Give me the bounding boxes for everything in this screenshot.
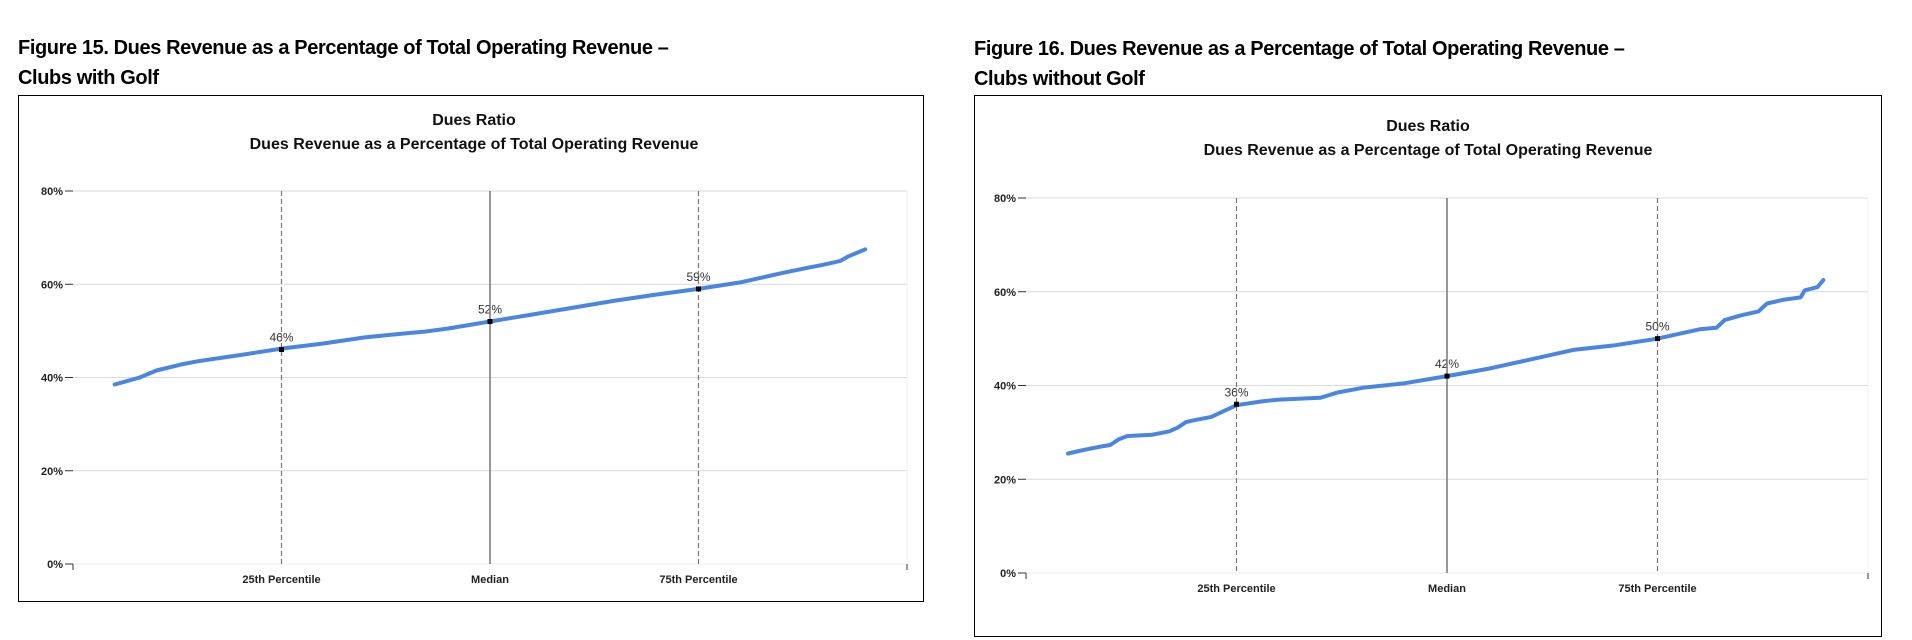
marker-point <box>1655 336 1660 342</box>
y-tick-label: 40% <box>41 373 63 385</box>
y-tick-label: 0% <box>47 559 63 571</box>
x-category-label: 75th Percentile <box>1618 583 1696 595</box>
x-category-label: 25th Percentile <box>1197 583 1275 595</box>
y-tick-label: 80% <box>994 193 1016 205</box>
y-tick-label: 40% <box>994 381 1016 393</box>
marker-point <box>1234 401 1239 407</box>
y-tick-label: 20% <box>41 466 63 478</box>
x-category-label: Median <box>471 574 509 586</box>
chart-frame-figure-15 <box>18 95 924 602</box>
figure-16-heading: Figure 16. Dues Revenue as a Percentage … <box>974 34 1625 94</box>
y-tick-label: 0% <box>1000 568 1016 580</box>
x-category-label: 25th Percentile <box>242 574 320 586</box>
marker-point <box>1444 373 1450 379</box>
x-category-label: 75th Percentile <box>659 574 737 586</box>
heading-line2: Clubs with Golf <box>18 67 159 89</box>
marker-point <box>487 319 493 325</box>
x-category-label: Median <box>1428 583 1466 595</box>
y-tick-label: 80% <box>41 186 63 198</box>
marker-point <box>279 347 284 353</box>
chart-frame-figure-16 <box>974 95 1882 637</box>
marker-value-label: 59% <box>686 270 710 284</box>
y-tick-label: 60% <box>41 279 63 291</box>
figure-15-heading: Figure 15. Dues Revenue as a Percentage … <box>18 33 669 93</box>
heading-line2: Clubs without Golf <box>974 68 1145 90</box>
chart-subtitle: Dues Revenue as a Percentage of Total Op… <box>250 136 699 153</box>
chart-title: Dues Ratio <box>1386 118 1470 135</box>
chart-subtitle: Dues Revenue as a Percentage of Total Op… <box>1204 142 1653 159</box>
y-tick-label: 60% <box>994 287 1016 299</box>
heading-line1: Figure 16. Dues Revenue as a Percentage … <box>974 38 1625 60</box>
y-tick-label: 20% <box>994 474 1016 486</box>
heading-line1: Figure 15. Dues Revenue as a Percentage … <box>18 37 669 59</box>
series-line-dues-ratio <box>1066 278 1826 456</box>
marker-point <box>696 286 701 292</box>
chart-title: Dues Ratio <box>432 112 516 129</box>
